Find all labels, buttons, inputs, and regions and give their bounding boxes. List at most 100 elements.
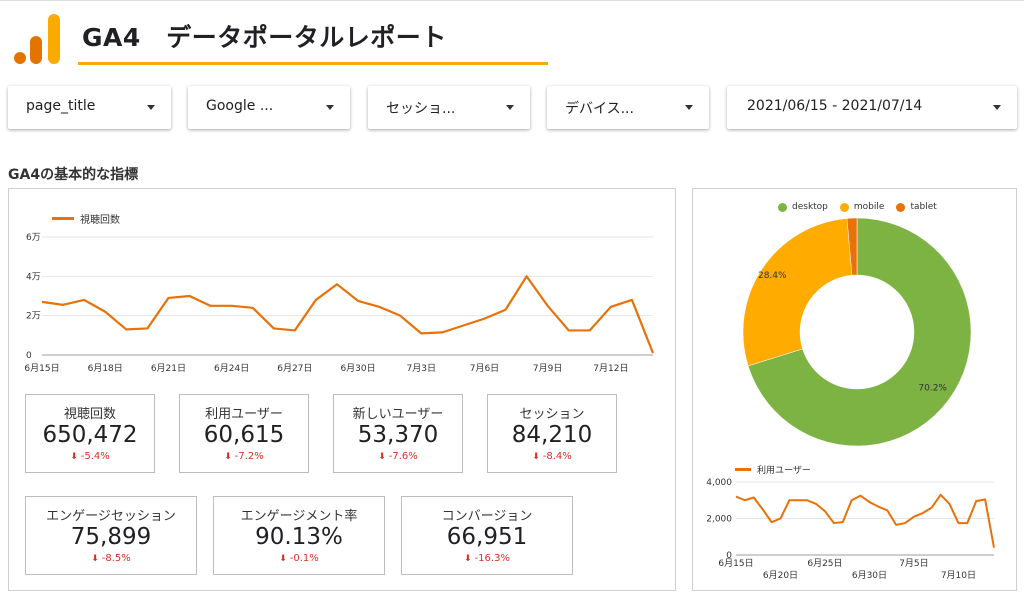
kpi-card-conversions: コンバージョン 66,951 ⬇ -16.3%	[401, 496, 573, 575]
kpi-label: コンバージョン	[441, 509, 533, 524]
x-tick-label: 6月20日	[763, 570, 798, 581]
kpi-value: 53,370	[357, 422, 439, 448]
x-tick-label: 6月18日	[88, 363, 123, 374]
down-arrow-icon: ⬇	[378, 452, 386, 462]
device-donut-chart: 70.2% 28.4%	[742, 217, 972, 447]
filter-session[interactable]: セッショ...	[368, 86, 530, 129]
kpi-value: 650,472	[42, 422, 138, 448]
kpi-delta: ⬇ -16.3%	[402, 553, 572, 564]
legend-swatch	[52, 217, 74, 220]
legend-label: 利用ユーザー	[757, 466, 811, 476]
dropdown-caret-icon	[685, 105, 693, 110]
users-line-chart: 0 2,000 4,000 6月15日 6月25日 7月5日 6月20日 6月30日 7月10日	[706, 478, 995, 581]
y-tick-label: 2万	[26, 312, 41, 322]
kpi-card-users: 利用ユーザー 60,615 ⬇ -7.2%	[179, 394, 309, 473]
x-tick-label: 6月15日	[718, 558, 753, 569]
kpi-delta: ⬇ -8.5%	[26, 553, 196, 564]
filter-label: page_title	[26, 98, 96, 114]
x-tick-label: 6月15日	[24, 363, 59, 374]
filter-label: デバイス...	[565, 101, 634, 117]
legend-label: desktop	[792, 202, 828, 212]
legend-dot	[896, 202, 906, 212]
kpi-delta-value: -5.4%	[80, 451, 110, 462]
kpi-label: セッション	[519, 407, 585, 422]
kpi-delta-value: -7.6%	[388, 451, 418, 462]
kpi-delta-value: -8.4%	[542, 451, 572, 462]
slice-desktop	[747, 217, 972, 447]
dropdown-caret-icon	[147, 105, 155, 110]
x-tick-label: 6月27日	[277, 363, 312, 374]
down-arrow-icon: ⬇	[532, 452, 540, 462]
top-border	[0, 0, 1024, 1]
legend-label: mobile	[853, 202, 885, 212]
filter-page-title[interactable]: page_title	[8, 86, 171, 129]
kpi-card-sessions: セッション 84,210 ⬇ -8.4%	[487, 394, 617, 473]
kpi-delta: ⬇ -8.4%	[488, 451, 616, 462]
kpi-card-views: 視聴回数 650,472 ⬇ -5.4%	[25, 394, 155, 473]
x-tick-label: 6月30日	[852, 570, 887, 581]
kpi-card-new-users: 新しいユーザー 53,370 ⬇ -7.6%	[333, 394, 463, 473]
kpi-delta-value: -0.1%	[289, 553, 319, 564]
kpi-value: 75,899	[70, 524, 152, 550]
down-arrow-icon: ⬇	[70, 452, 78, 462]
report-header: GA4 データポータルレポート	[0, 0, 1024, 70]
kpi-delta: ⬇ -5.4%	[26, 451, 154, 462]
x-tick-label: 7月5日	[899, 558, 928, 569]
page-title: GA4 データポータルレポート	[82, 23, 447, 52]
down-arrow-icon: ⬇	[279, 554, 287, 564]
users-chart-legend: 利用ユーザー	[735, 463, 811, 476]
y-tick-label: 4,000	[706, 478, 732, 488]
kpi-delta-value: -16.3%	[474, 553, 510, 564]
down-arrow-icon: ⬇	[91, 554, 99, 564]
x-tick-label: 7月6日	[470, 363, 499, 374]
filter-label: Google ...	[206, 98, 274, 114]
kpi-value: 90.13%	[255, 524, 343, 550]
legend-item-tablet: tablet	[896, 202, 937, 212]
slice-mobile	[742, 218, 853, 367]
kpi-card-engaged-sessions: エンゲージセッション 75,899 ⬇ -8.5%	[25, 496, 197, 575]
y-tick-label: 0	[26, 351, 32, 361]
kpi-label: 利用ユーザー	[205, 407, 283, 422]
y-tick-label: 0	[726, 551, 732, 561]
kpi-value: 60,615	[203, 422, 285, 448]
date-range-label: 2021/06/15 - 2021/07/14	[747, 98, 923, 114]
x-tick-label: 7月3日	[407, 363, 436, 374]
x-tick-label: 6月25日	[807, 558, 842, 569]
down-arrow-icon: ⬇	[464, 554, 472, 564]
series-line-views	[41, 275, 655, 354]
x-tick-label: 6月24日	[214, 363, 249, 374]
legend-label: 視聴回数	[80, 215, 120, 226]
kpi-value: 84,210	[511, 422, 593, 448]
kpi-delta: ⬇ -7.6%	[334, 451, 462, 462]
kpi-delta: ⬇ -0.1%	[214, 553, 384, 564]
down-arrow-icon: ⬇	[224, 452, 232, 462]
y-tick-label: 4万	[26, 272, 41, 282]
filter-label: セッショ...	[386, 101, 456, 117]
section-title: GA4の基本的な指標	[8, 167, 139, 183]
legend-item-mobile: mobile	[839, 202, 885, 212]
x-tick-label: 7月12日	[593, 363, 628, 374]
dropdown-caret-icon	[993, 105, 1001, 110]
date-range-picker[interactable]: 2021/06/15 - 2021/07/14	[727, 86, 1017, 129]
legend-label: tablet	[910, 202, 937, 212]
kpi-value: 66,951	[446, 524, 528, 550]
legend-swatch	[735, 468, 751, 471]
kpi-label: 視聴回数	[63, 407, 116, 422]
slice-label: 28.4%	[758, 271, 787, 281]
kpi-label: 新しいユーザー	[352, 407, 444, 422]
slice-label: 70.2%	[918, 384, 947, 394]
filter-device[interactable]: デバイス...	[547, 86, 709, 129]
x-tick-label: 6月21日	[151, 363, 186, 374]
views-line-chart: 0 2万 4万 6万 6月15日 6月18日 6月21日 6月24日 6月27日 6月30日 7月3…	[24, 233, 655, 374]
kpi-delta-value: -8.5%	[101, 553, 131, 564]
dropdown-caret-icon	[326, 105, 334, 110]
filter-google[interactable]: Google ...	[188, 86, 350, 129]
y-tick-label: 6万	[26, 233, 41, 243]
analytics-bars-icon	[14, 14, 60, 64]
kpi-label: エンゲージセッション	[46, 509, 176, 524]
dropdown-caret-icon	[506, 105, 514, 110]
x-tick-label: 7月9日	[533, 363, 562, 374]
x-tick-label: 6月30日	[340, 363, 375, 374]
kpi-delta: ⬇ -7.2%	[180, 451, 308, 462]
y-tick-label: 2,000	[706, 515, 732, 525]
